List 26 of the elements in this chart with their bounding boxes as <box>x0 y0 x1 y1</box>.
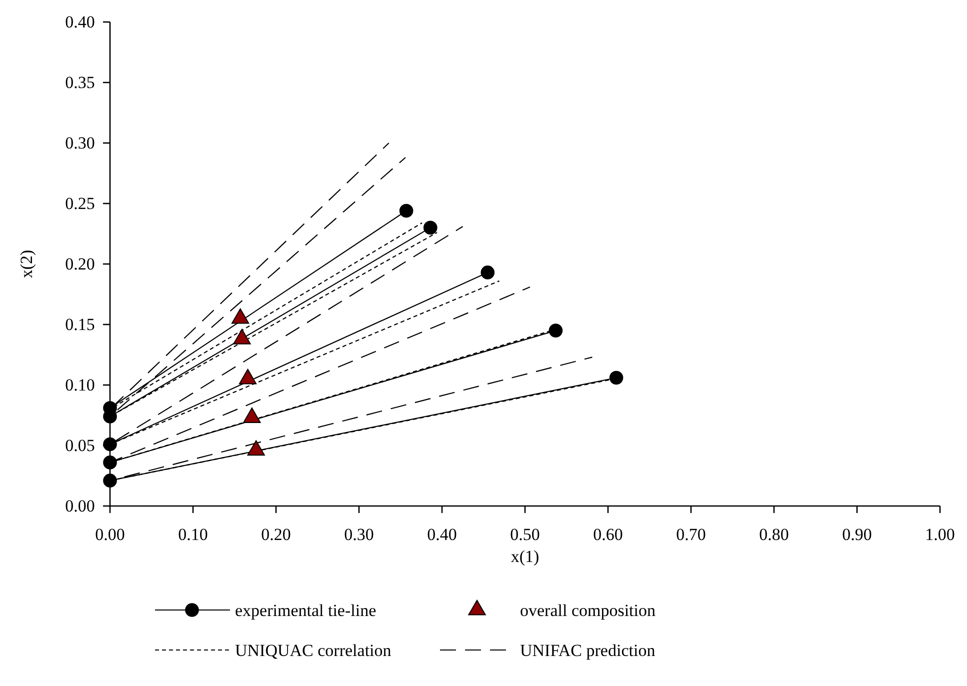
x-tick-label: 0.70 <box>676 524 706 544</box>
x-tick-label: 0.20 <box>261 524 291 544</box>
y-tick-label: 0.25 <box>65 194 95 213</box>
legend-label: overall composition <box>520 600 656 620</box>
x-tick-label: 0.10 <box>178 524 208 544</box>
x-tick-label: 0.50 <box>510 524 540 544</box>
y-tick-label: 0.30 <box>65 133 95 152</box>
legend-label: UNIQUAC correlation <box>235 640 392 660</box>
x-tick-label: 0.90 <box>842 524 872 544</box>
y-tick-label: 0.05 <box>65 436 95 455</box>
x-tick-label: 0.30 <box>344 524 374 544</box>
y-tick-label: 0.20 <box>65 254 95 274</box>
y-tick-label: 0.00 <box>65 496 95 516</box>
x-tick-label: 0.80 <box>759 524 789 544</box>
legend-label: experimental tie-line <box>235 600 376 620</box>
x-tick-label: 0.40 <box>427 524 457 544</box>
x-tick-label: 0.60 <box>593 524 623 544</box>
y-tick-label: 0.40 <box>65 12 95 32</box>
y-tick-label: 0.15 <box>65 314 95 334</box>
y-tick-label: 0.10 <box>65 375 95 394</box>
x-axis-title: x(1) <box>510 547 540 566</box>
y-tick-label: 0.35 <box>65 72 95 92</box>
x-tick-label: 1.00 <box>925 524 955 544</box>
legend-label: UNIFAC prediction <box>520 640 656 660</box>
x-tick-label: 0.00 <box>95 524 125 544</box>
y-axis-title: x(2) <box>17 250 36 278</box>
